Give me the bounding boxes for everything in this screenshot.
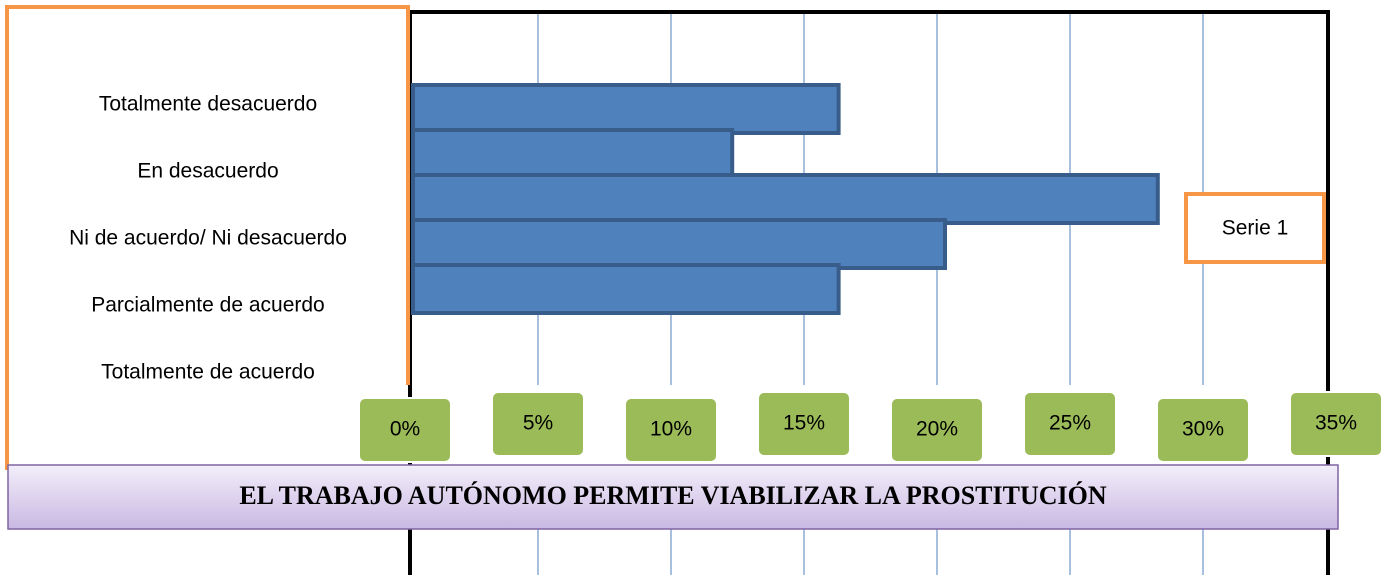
bar — [411, 173, 1160, 225]
y-tick-label: Totalmente de acuerdo — [101, 361, 315, 384]
tick-box — [1289, 391, 1383, 457]
bar — [411, 83, 841, 135]
tick-box — [890, 397, 984, 463]
title-box — [7, 464, 1339, 530]
legend — [1184, 192, 1326, 264]
tick-box — [491, 391, 585, 457]
label-box — [5, 5, 410, 470]
tick-box — [358, 397, 452, 463]
tick-box — [624, 397, 718, 463]
y-tick-label: Totalmente desacuerdo — [99, 93, 317, 116]
y-tick-label: Ni de acuerdo/ Ni desacuerdo — [69, 227, 347, 250]
chart-title: EL TRABAJO AUTÓNOMO PERMITE VIABILIZAR L… — [239, 481, 1107, 510]
x-tick-label: 20% — [916, 418, 958, 441]
x-tick-label: 30% — [1182, 418, 1224, 441]
x-tick-label: 10% — [650, 418, 692, 441]
tick-box — [1023, 391, 1117, 457]
bar — [411, 128, 735, 180]
x-tick-label: 5% — [523, 412, 553, 435]
x-tick-label: 15% — [783, 412, 825, 435]
tick-box — [757, 391, 851, 457]
y-tick-label: Parcialmente de acuerdo — [91, 294, 324, 317]
legend-label: Serie 1 — [1222, 217, 1289, 240]
bar — [411, 263, 841, 315]
x-tick-label: 0% — [390, 418, 420, 441]
x-tick-label: 35% — [1315, 412, 1357, 435]
x-tick-label: 25% — [1049, 412, 1091, 435]
bar — [411, 218, 947, 270]
tick-box — [1156, 397, 1250, 463]
y-tick-label: En desacuerdo — [137, 160, 278, 183]
